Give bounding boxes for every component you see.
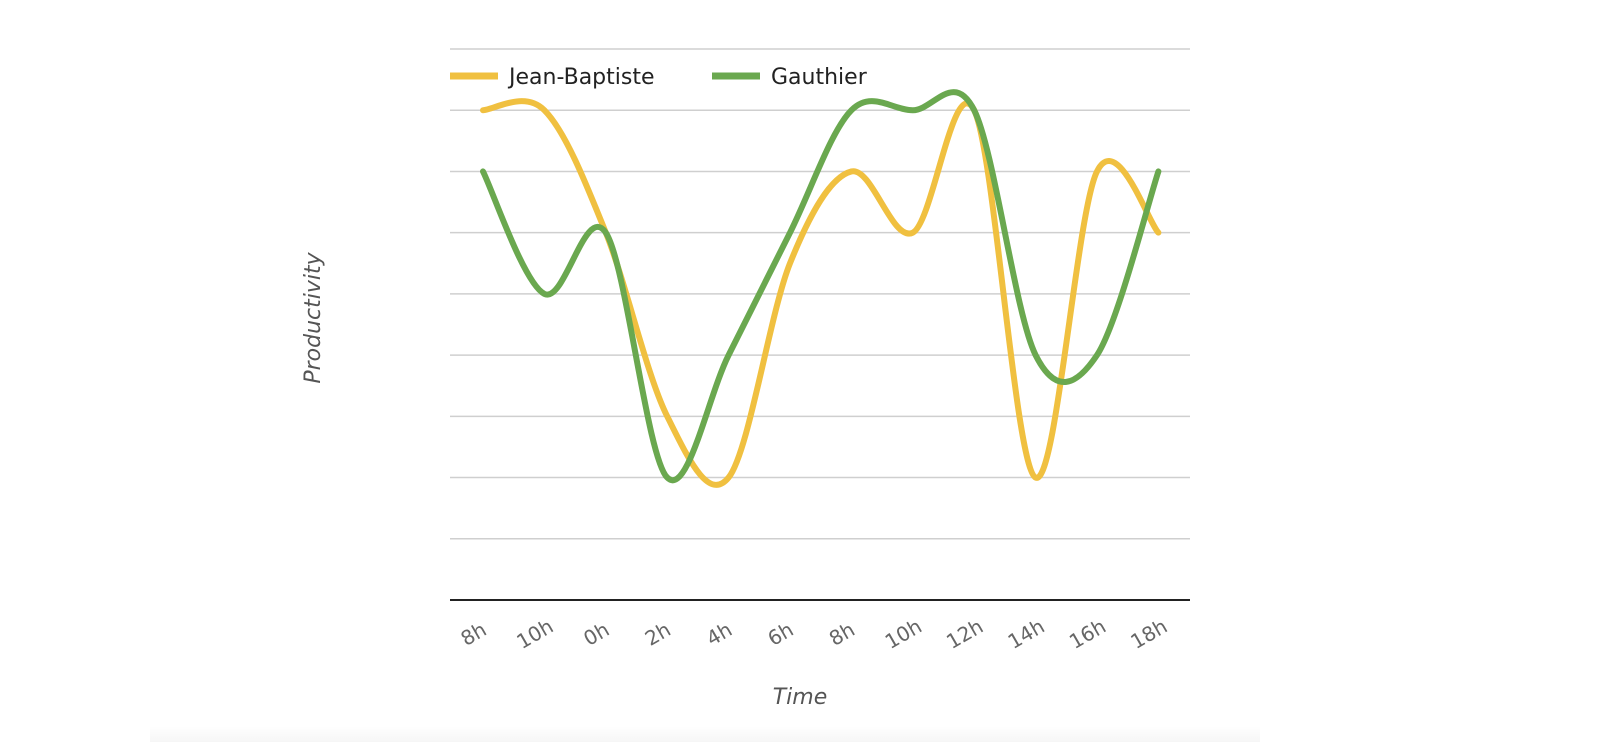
series-line-gauthier <box>480 89 1162 484</box>
y-axis-title: Productivity <box>301 251 326 383</box>
grid-lines <box>450 48 1190 540</box>
x-tick-label: 0h <box>579 617 613 650</box>
bottom-shade <box>150 726 1260 742</box>
x-tick-label: 6h <box>763 617 797 650</box>
x-tick-label: 10h <box>512 614 557 654</box>
x-tick-label: 16h <box>1065 614 1110 654</box>
x-tick-label: 10h <box>881 614 926 654</box>
x-tick-label: 8h <box>456 617 490 650</box>
x-tick-label: 18h <box>1126 614 1171 654</box>
legend-label: Gauthier <box>771 65 868 90</box>
x-tick-label: 8h <box>825 617 859 650</box>
legend: Jean-Baptiste Gauthier <box>450 65 868 90</box>
x-tick-labels: 8h 10h 0h 2h 4h 6h 8h 10h 12h 14h 16h 18h <box>456 614 1171 654</box>
x-tick-label: 14h <box>1004 614 1049 654</box>
x-tick-label: 4h <box>702 617 736 650</box>
x-tick-label: 12h <box>942 614 987 654</box>
x-axis-title: Time <box>773 685 828 710</box>
series-layer <box>480 89 1162 488</box>
x-tick-label: 2h <box>641 617 675 650</box>
legend-label: Jean-Baptiste <box>507 65 655 90</box>
